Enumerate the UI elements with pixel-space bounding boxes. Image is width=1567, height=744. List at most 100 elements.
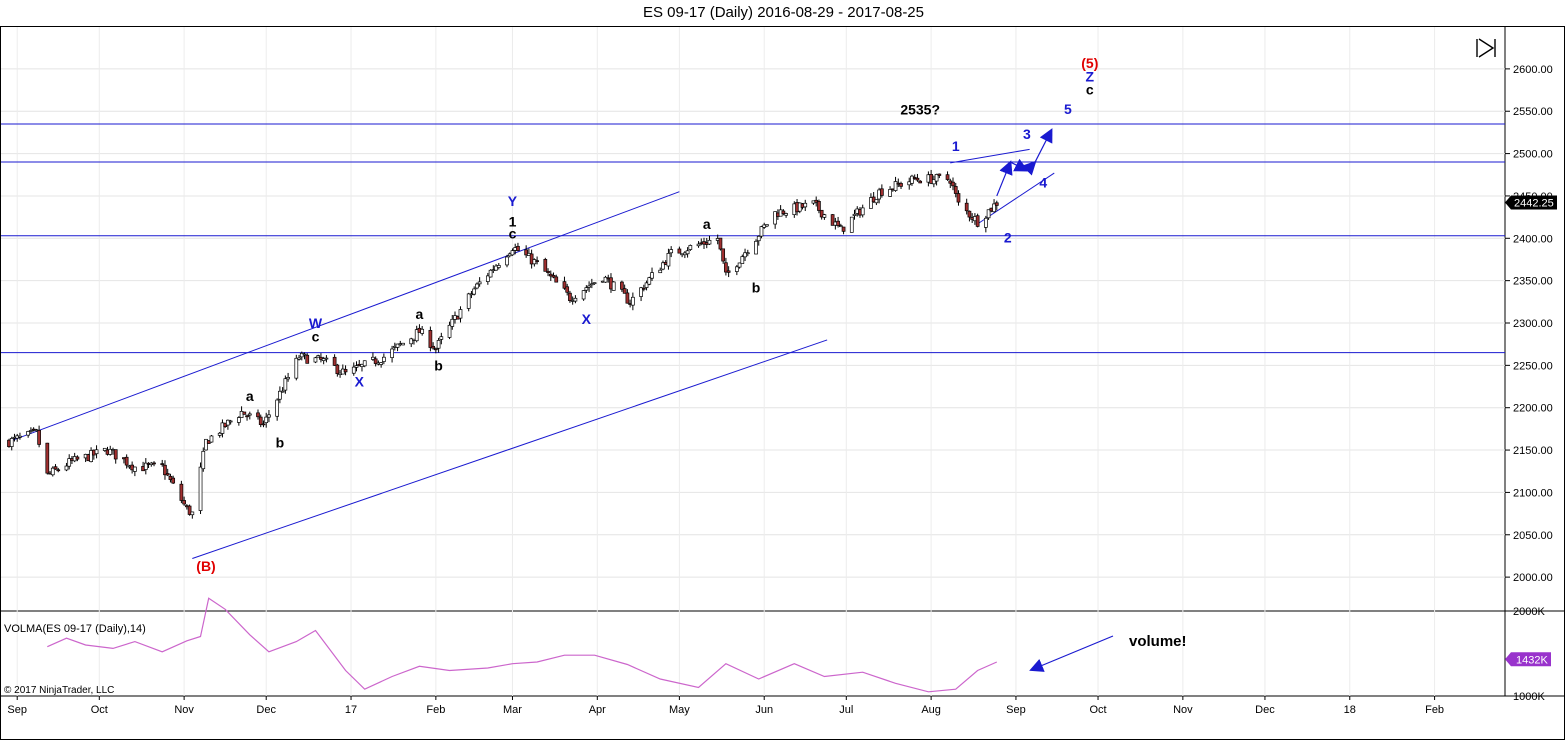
candle-body (951, 181, 955, 187)
time-tick-label: Nov (1173, 704, 1193, 716)
candle (562, 276, 567, 290)
price-axis[interactable]: 2000.00 2050.00 2100.00 2150.00 2200.00 2250.… (1505, 64, 1553, 703)
candle (937, 173, 942, 179)
candle-body (666, 253, 671, 267)
candle (102, 447, 107, 452)
candle-body (264, 416, 269, 424)
candle (261, 420, 266, 428)
candle (803, 199, 808, 212)
horizontal-levels[interactable] (1, 123, 1505, 354)
candle (589, 278, 594, 289)
candle (220, 419, 225, 438)
candle (108, 445, 113, 456)
candle-body (89, 450, 93, 463)
candle (379, 362, 383, 368)
candle-body (535, 260, 539, 262)
candle (860, 204, 865, 218)
candle-body (740, 256, 745, 264)
candle-body (335, 364, 340, 375)
time-tick-label: Dec (1255, 704, 1275, 716)
candle (611, 281, 616, 291)
candle-body (983, 217, 988, 228)
candle-body (439, 336, 444, 340)
candle (447, 321, 452, 340)
trend-channel[interactable] (8, 148, 1055, 559)
candle-body (143, 462, 148, 470)
candle (165, 468, 170, 477)
wave-label: b (276, 435, 285, 451)
candle-body (658, 269, 663, 274)
wave-label: X (355, 374, 365, 390)
wave-label: 5 (1064, 101, 1072, 117)
candle-body (313, 357, 318, 363)
candle (280, 387, 285, 393)
time-tick-label: 17 (345, 704, 357, 716)
candle-body (737, 262, 742, 268)
candle-body (472, 288, 477, 295)
candle-body (256, 412, 260, 418)
candle (37, 425, 41, 448)
candle-body (964, 202, 969, 212)
candle (551, 272, 556, 279)
candle-body (743, 252, 747, 258)
candle-body (565, 286, 570, 293)
candle (472, 286, 477, 296)
price-tick-label: 2300.00 (1513, 318, 1553, 330)
candle (841, 226, 846, 235)
candle (505, 254, 509, 268)
candle-body (622, 288, 627, 294)
candle-body (568, 292, 572, 302)
volma-line (47, 597, 998, 693)
volume-annotation: volume! (1129, 633, 1187, 650)
candle (587, 281, 591, 293)
candle (477, 277, 482, 287)
candle (436, 337, 441, 353)
candle (182, 496, 186, 506)
candle (951, 177, 955, 191)
candle (765, 224, 769, 228)
candle-body (945, 174, 950, 180)
time-axis[interactable]: Sep Oct Nov Dec 17 Feb Mar Apr May Jun Jul Aug Sep Oc… (7, 696, 1444, 716)
copyright-text: © 2017 NinjaTrader, LLC (4, 685, 114, 696)
candle (209, 434, 214, 443)
wave-label: Z (1086, 69, 1095, 85)
candle-body (351, 366, 356, 374)
candle (439, 332, 444, 345)
time-tick-label: 18 (1344, 704, 1356, 716)
candle-body (67, 458, 72, 467)
price-tick-label: 2100.00 (1513, 487, 1553, 499)
candle-body (992, 203, 996, 213)
skip-to-end-icon[interactable] (1475, 37, 1497, 59)
candle-body (611, 281, 616, 291)
wave-label: 1 (509, 213, 517, 229)
candle (160, 459, 165, 467)
candle (113, 449, 118, 464)
time-tick-label: Mar (503, 704, 522, 716)
candle-body (275, 399, 280, 417)
candle-body (187, 505, 192, 515)
candle (647, 276, 652, 286)
wave-label: b (752, 280, 761, 296)
price-tick-label: 2050.00 (1513, 530, 1553, 542)
forecast-arrows[interactable] (996, 128, 1053, 197)
candle-body (409, 338, 414, 345)
candle-body (102, 447, 107, 451)
candle (286, 372, 290, 382)
candle-body (247, 413, 252, 416)
candle (204, 438, 208, 451)
candle (650, 267, 654, 281)
candle (321, 356, 326, 365)
candle (267, 409, 271, 423)
candle-body (18, 435, 22, 438)
candle-body (198, 466, 203, 511)
wave-label: 2535? (900, 102, 940, 118)
candle (324, 355, 329, 363)
candle (305, 353, 310, 364)
candle-body (209, 435, 214, 443)
candle (226, 419, 230, 430)
candle-body (414, 329, 419, 342)
candle (918, 179, 923, 184)
candle-body (644, 282, 649, 288)
